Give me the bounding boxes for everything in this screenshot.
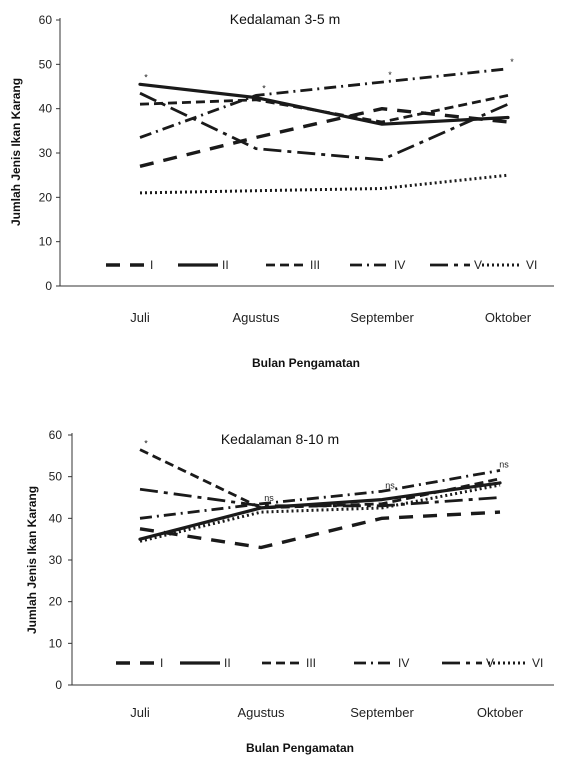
chart-kedalaman-3-5: Kedalaman 3-5 m Bulan Pengamatan Jumlah … bbox=[9, 11, 554, 370]
y-tick-label: 0 bbox=[45, 279, 52, 293]
y-tick-label: 10 bbox=[49, 636, 63, 650]
legend-label-i: I bbox=[160, 656, 163, 670]
legend-label-vi: VI bbox=[532, 656, 543, 670]
y-tick-label: 40 bbox=[49, 511, 63, 525]
significance-label: ns bbox=[264, 493, 274, 503]
legend-label-ii: II bbox=[222, 258, 229, 272]
y-tick-label: 60 bbox=[49, 428, 63, 442]
x-tick-label: Oktober bbox=[485, 310, 532, 325]
legend-label-iv: IV bbox=[398, 656, 409, 670]
legend-label-i: I bbox=[150, 258, 153, 272]
series-line-iv bbox=[139, 67, 509, 139]
legend-label-iii: III bbox=[310, 258, 320, 272]
x-tick-label: September bbox=[350, 705, 414, 720]
significance-label: * bbox=[144, 439, 148, 449]
y-tick-label: 30 bbox=[49, 553, 63, 567]
y-tick-label: 20 bbox=[49, 595, 63, 609]
legend-label-vi: VI bbox=[526, 258, 537, 272]
chart-title: Kedalaman 8-10 m bbox=[221, 431, 339, 447]
y-tick-label: 40 bbox=[39, 102, 53, 116]
significance-label: * bbox=[262, 83, 266, 93]
legend-label-ii: II bbox=[224, 656, 231, 670]
series-line-vi bbox=[139, 173, 509, 195]
significance-label: * bbox=[144, 72, 148, 82]
y-tick-label: 60 bbox=[39, 13, 53, 27]
chart-title: Kedalaman 3-5 m bbox=[230, 11, 341, 27]
series-line-i bbox=[139, 510, 501, 550]
x-tick-label: Oktober bbox=[477, 705, 524, 720]
legend-label-v: V bbox=[486, 656, 494, 670]
y-tick-label: 10 bbox=[39, 235, 53, 249]
legend-label-iii: III bbox=[306, 656, 316, 670]
significance-label: ns bbox=[499, 459, 509, 469]
y-tick-label: 0 bbox=[55, 678, 62, 692]
y-tick-label: 30 bbox=[39, 146, 53, 160]
series-line-i bbox=[139, 106, 509, 168]
legend-label-v: V bbox=[474, 258, 482, 272]
x-tick-label: Agustus bbox=[238, 705, 285, 720]
x-tick-label: September bbox=[350, 310, 414, 325]
series-line-v bbox=[139, 91, 509, 162]
y-axis-label: Jumlah Jenis Ikan Karang bbox=[9, 78, 23, 226]
significance-label: ns bbox=[385, 480, 395, 490]
y-tick-label: 50 bbox=[49, 470, 63, 484]
series-line-v bbox=[139, 487, 501, 508]
x-tick-label: Agustus bbox=[233, 310, 280, 325]
x-tick-label: Juli bbox=[130, 705, 150, 720]
y-tick-label: 50 bbox=[39, 57, 53, 71]
chart-kedalaman-8-10: Kedalaman 8-10 m Bulan Pengamatan Jumlah… bbox=[25, 428, 554, 755]
legend-label-iv: IV bbox=[394, 258, 405, 272]
significance-label: * bbox=[388, 70, 392, 80]
x-tick-label: Juli bbox=[130, 310, 150, 325]
series-line-iii bbox=[139, 448, 501, 510]
significance-label: * bbox=[510, 57, 514, 67]
series-line-ii bbox=[138, 82, 510, 126]
y-axis-label: Jumlah Jenis Ikan Karang bbox=[25, 486, 39, 634]
x-axis-label: Bulan Pengamatan bbox=[246, 741, 354, 755]
y-tick-label: 20 bbox=[39, 190, 53, 204]
x-axis-label: Bulan Pengamatan bbox=[252, 356, 360, 370]
series-line-iii bbox=[139, 94, 509, 124]
series-line-vi bbox=[139, 483, 501, 543]
